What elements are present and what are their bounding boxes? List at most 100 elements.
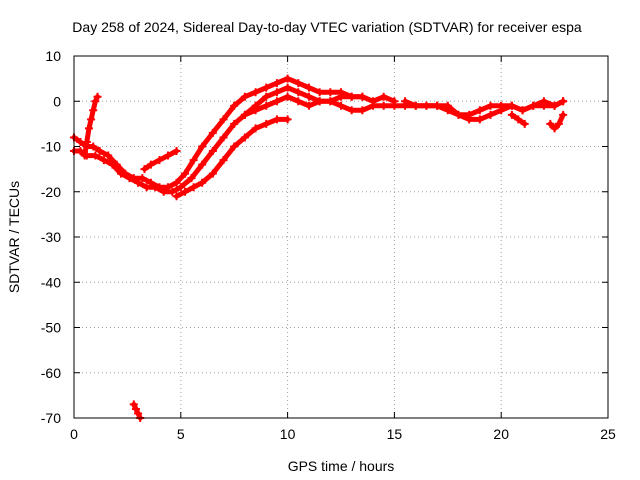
data-point: [93, 92, 102, 101]
data-point: [358, 92, 367, 101]
data-point: [559, 110, 568, 119]
data-point: [84, 124, 93, 133]
data-point: [251, 106, 260, 115]
y-axis-label: SDTVAR / TECUs: [6, 181, 22, 293]
data-point: [80, 151, 89, 160]
data-point: [315, 97, 324, 106]
data-point: [240, 110, 249, 119]
data-point: [198, 160, 207, 169]
data-point: [87, 115, 96, 124]
data-point: [240, 92, 249, 101]
data-point: [507, 101, 516, 110]
data-point: [95, 147, 104, 156]
data-point: [181, 169, 190, 178]
data-point: [230, 142, 239, 151]
x-tick-label: 0: [70, 426, 78, 442]
data-point: [172, 147, 181, 156]
data-point: [99, 156, 108, 165]
data-point: [230, 119, 239, 128]
x-tick-label: 15: [387, 426, 403, 442]
y-tick-label: -50: [41, 320, 61, 336]
data-point: [347, 92, 356, 101]
data-point: [104, 151, 113, 160]
x-tick-label: 10: [280, 426, 296, 442]
data-point: [172, 192, 181, 201]
data-point: [283, 92, 292, 101]
y-tick-label: -40: [41, 274, 61, 290]
data-point: [89, 142, 98, 151]
data-point: [159, 187, 168, 196]
data-point: [411, 101, 420, 110]
data-point: [283, 115, 292, 124]
data-point: [337, 92, 345, 101]
data-point: [176, 183, 185, 192]
data-point: [443, 106, 452, 115]
data-point: [219, 115, 228, 124]
y-tick-label: -30: [41, 229, 61, 245]
data-point: [134, 178, 143, 187]
data-point: [91, 151, 100, 160]
data-point: [189, 156, 198, 165]
data-point: [326, 88, 335, 97]
data-point: [272, 115, 281, 124]
x-tick-label: 20: [493, 426, 509, 442]
data-point: [475, 106, 484, 115]
data-point: [497, 106, 506, 115]
data-point: [116, 169, 125, 178]
data-point: [550, 101, 559, 110]
data-point: [369, 101, 378, 110]
data-point: [390, 101, 399, 110]
data-point: [262, 101, 271, 110]
data-point: [181, 187, 190, 196]
data-point: [283, 83, 292, 92]
data-point: [475, 115, 484, 124]
data-point: [550, 124, 559, 133]
data-point: [272, 79, 281, 88]
data-point: [520, 119, 529, 128]
data-point: [304, 92, 313, 101]
series-arc-10: [131, 401, 143, 421]
data-point: [294, 79, 303, 88]
data-point: [546, 119, 555, 128]
y-tick-label: -20: [41, 184, 61, 200]
data-point: [230, 101, 239, 110]
data-point: [189, 183, 198, 192]
data-point: [529, 101, 538, 110]
series-arc-7: [402, 98, 566, 122]
data-point: [219, 133, 228, 142]
data-point: [208, 169, 217, 178]
data-point: [125, 174, 134, 183]
chart-title: Day 258 of 2024, Sidereal Day-to-day VTE…: [72, 19, 582, 35]
data-point: [294, 88, 303, 97]
data-point: [262, 92, 271, 101]
data-point: [129, 400, 138, 409]
x-axis-label: GPS time / hours: [288, 458, 395, 474]
data-point: [151, 183, 160, 192]
data-point: [155, 156, 164, 165]
data-point: [108, 160, 117, 169]
data-point: [272, 88, 281, 97]
data-point: [219, 156, 228, 165]
data-point: [198, 142, 207, 151]
y-tick-label: -70: [41, 410, 61, 426]
axes: 0 5 10 15 20 25 -70 -60 -50 -40 -30 -20 -10 0 10: [41, 48, 616, 442]
y-tick-label: 10: [45, 48, 61, 64]
y-tick-label: -60: [41, 365, 61, 381]
data-point: [208, 147, 217, 156]
series-layer: [70, 74, 568, 422]
data-point: [554, 119, 563, 128]
data-point: [304, 101, 313, 110]
data-point: [507, 110, 516, 119]
data-point: [518, 106, 527, 115]
data-point: [486, 110, 495, 119]
data-point: [142, 183, 151, 192]
data-point: [168, 187, 177, 196]
data-point: [140, 165, 149, 174]
data-point: [272, 97, 281, 106]
data-point: [433, 101, 442, 110]
data-point: [454, 110, 463, 119]
y-tick-label: -10: [41, 139, 61, 155]
data-point: [172, 178, 181, 187]
data-point: [208, 128, 217, 137]
